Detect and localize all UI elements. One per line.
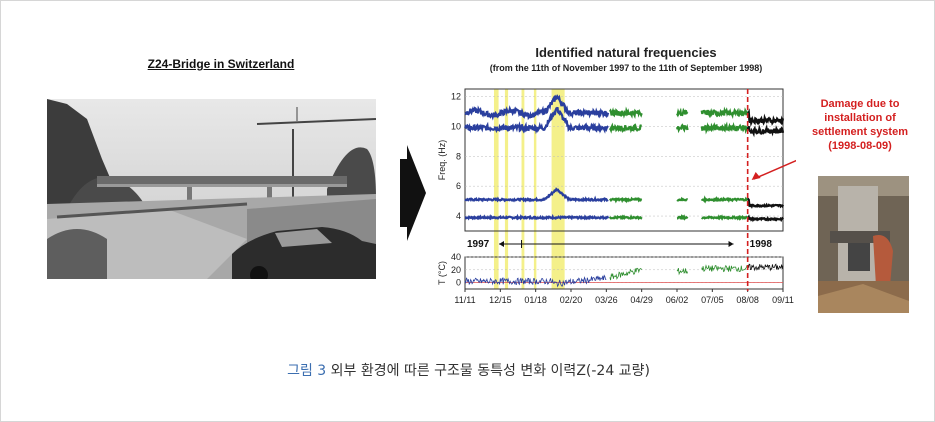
freq-series-segment [675, 107, 689, 221]
frequency-trace-mode1 [464, 213, 610, 221]
damage-annotation-date: (1998-08-09) [828, 140, 892, 152]
frequency-trace-mode4 [676, 107, 689, 118]
temp-tick-label: 40 [451, 252, 461, 262]
frequency-trace-mode4 [700, 106, 749, 119]
damage-annotation-line: installation of [824, 112, 896, 124]
settlement-system-photo [818, 176, 909, 313]
x-tick-label: 02/20 [560, 295, 583, 305]
damage-annotation-line: settlement system [812, 126, 908, 138]
temperature-trace [609, 267, 643, 281]
bridge-photo [47, 99, 376, 279]
temp-tick-label: 20 [451, 265, 461, 275]
damage-arrowhead [751, 172, 761, 180]
frequency-trace-mode1 [676, 214, 689, 221]
caption-text: 외부 환경에 따른 구조물 동특성 변화 이력Z(-24 교량) [326, 363, 650, 379]
temperature-trace [464, 274, 607, 288]
chart-title-block: Identified natural frequencies (from the… [431, 45, 821, 73]
frequency-trace-mode4 [464, 94, 610, 121]
x-tick-label: 04/29 [630, 295, 653, 305]
freq-tick-label: 4 [456, 211, 461, 221]
frost-band [533, 89, 537, 289]
freq-tick-label: 12 [451, 91, 461, 101]
frequency-trace-mode3 [746, 124, 785, 138]
frequency-chart: 4 6 8 10 12 0 20 40 Freq. (Hz) T (°C) 11/11 12/15 01… [437, 88, 796, 305]
chart-title: Identified natural frequencies [535, 45, 717, 60]
frequency-trace-mode4 [608, 106, 643, 120]
freq-series-segment [746, 108, 785, 223]
frost-band [521, 89, 525, 289]
year-end-label: 1998 [750, 239, 773, 250]
frequency-trace-mode3 [608, 122, 643, 134]
right-arrow-icon [400, 145, 426, 241]
freq-panel-frame [464, 88, 784, 232]
x-tick-label: 07/05 [701, 295, 724, 305]
frequency-trace-mode2 [700, 195, 749, 204]
freq-series-segment [464, 94, 610, 221]
frost-band [504, 89, 509, 289]
chart-subtitle: (from the 11th of November 1997 to the 1… [489, 63, 763, 73]
caption-number: 그림 3 [287, 363, 327, 379]
x-tick-label: 03/26 [595, 295, 618, 305]
temp-panel-frame [464, 256, 784, 290]
damage-annotation: Damage due to installation of settlement… [797, 97, 923, 153]
year-start-label: 1997 [467, 239, 490, 250]
freq-tick-label: 8 [456, 151, 461, 161]
frequency-trace-mode1 [747, 214, 784, 223]
frequency-trace-mode2 [464, 187, 609, 203]
x-tick-label: 06/02 [666, 295, 689, 305]
x-tick-label: 12/15 [489, 295, 512, 305]
freq-tick-label: 6 [456, 181, 461, 191]
freq-series-segment [608, 106, 643, 221]
damage-annotation-line: Damage due to [820, 98, 900, 110]
frequency-trace-mode1 [608, 214, 643, 221]
year-span-arrowhead [728, 241, 734, 247]
temp-tick-label: 0 [456, 278, 461, 288]
frequency-trace-mode3 [700, 121, 749, 135]
freq-tick-label: 10 [451, 121, 461, 131]
temp-axis-label: T (°C) [437, 261, 447, 285]
frequency-trace-mode2 [676, 196, 689, 202]
frequency-trace-mode2 [747, 197, 785, 209]
x-tick-label: 01/18 [524, 295, 547, 305]
frequency-trace-mode2 [609, 196, 643, 204]
frequency-trace-mode1 [700, 214, 749, 221]
temperature-trace [701, 264, 748, 273]
x-tick-label: 08/08 [736, 295, 759, 305]
year-span-arrowhead [499, 241, 504, 247]
freq-axis-label: Freq. (Hz) [437, 140, 447, 181]
temperature-trace [747, 263, 784, 272]
x-tick-label: 11/11 [454, 295, 475, 305]
freq-series-segment [700, 106, 749, 221]
x-tick-label: 09/11 [772, 295, 794, 305]
frequency-trace-mode3 [675, 123, 689, 134]
temperature-trace [676, 267, 688, 276]
damage-arrow [753, 159, 796, 180]
figure-caption: 그림 3 외부 환경에 따른 구조물 동특성 변화 이력Z(-24 교량) [1, 360, 935, 380]
frost-band [493, 89, 499, 289]
frequency-trace-mode3 [464, 106, 609, 135]
bridge-photo-title: Z24-Bridge in Switzerland [147, 57, 295, 71]
frequency-trace-mode4 [746, 108, 785, 128]
